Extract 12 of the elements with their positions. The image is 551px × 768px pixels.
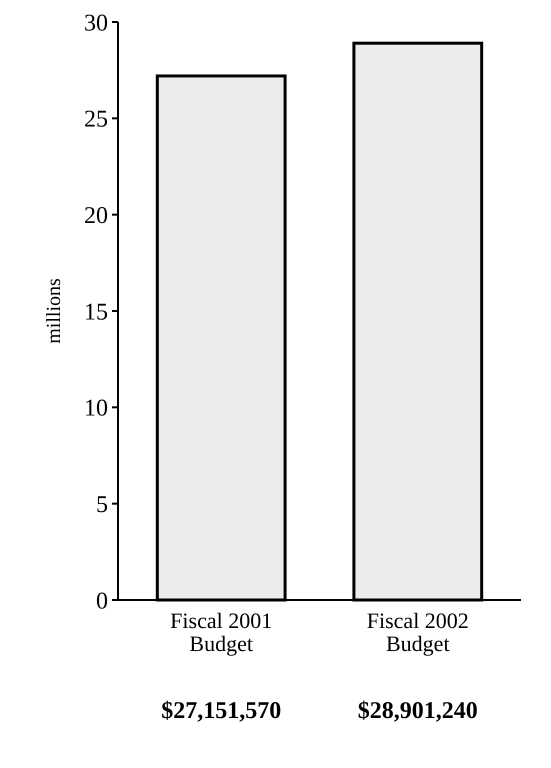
x-tick-label: Fiscal 2001 Budget [170,608,272,656]
y-tick-label: 25 [84,106,108,133]
text: $27,151,570 [161,698,282,724]
y-tick-label: 10 [84,396,108,422]
text: $28,901,240 [358,698,478,724]
y-tick-label: 30 [84,10,108,36]
y-axis-title: millions [43,278,65,344]
y-tick-label: 20 [84,203,108,230]
y-tick-label: 0 [96,588,108,614]
y-tick-label: 15 [84,299,108,326]
x-tick-label: Fiscal 2002 Budget [366,608,469,656]
y-tick-label: 5 [96,492,108,518]
